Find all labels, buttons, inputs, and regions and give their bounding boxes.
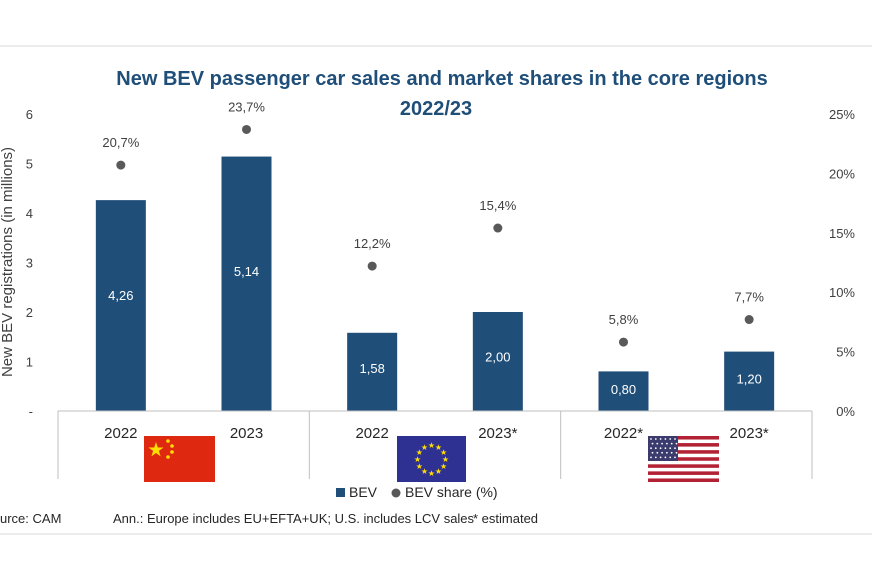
chart-title-line-1: New BEV passenger car sales and market s… (116, 68, 767, 90)
svg-text:★: ★ (435, 443, 442, 452)
y-tick-label: 5 (26, 157, 33, 172)
share-point (116, 160, 126, 170)
x-tick-label: 2022 (104, 425, 137, 442)
y-axis-label: New BEV registrations (in millions) (0, 147, 16, 377)
share-value-label: 7,7% (734, 290, 764, 305)
bar (95, 200, 146, 411)
bar-value-label: 4,26 (108, 288, 133, 303)
share-point (367, 261, 377, 271)
bar (598, 371, 649, 411)
svg-text:★: ★ (416, 462, 423, 471)
y2-tick-label: 10% (829, 285, 855, 300)
y-tick-label: 2 (26, 305, 33, 320)
x-tick-label: 2023* (478, 425, 517, 442)
y2-tick-label: 5% (836, 345, 855, 360)
y-tick-label: - (29, 404, 33, 419)
usa-flag-icon (648, 436, 719, 482)
footer-note: Ann.: Europe includes EU+EFTA+UK; U.S. i… (113, 511, 475, 526)
svg-text:★: ★ (421, 443, 428, 452)
svg-text:★: ★ (435, 467, 442, 476)
legend-share-label: BEV share (%) (405, 484, 498, 500)
bar (347, 332, 398, 411)
legend-bev-swatch (336, 488, 345, 497)
bar-value-label: 1,20 (737, 371, 762, 386)
y2-tick-label: 20% (829, 166, 855, 181)
svg-text:★: ★ (428, 469, 435, 478)
bar-value-label: 5,14 (234, 264, 259, 279)
legend-share-marker (391, 488, 401, 498)
share-series: 20,7% 23,7% 12,2% 15,4% 5,8% 7,7% (102, 99, 764, 347)
legend: BEV BEV share (%) (336, 484, 498, 500)
eu-flag-icon: ★ ★★★★★★★★★★★ (397, 436, 466, 482)
share-value-label: 12,2% (354, 236, 391, 251)
svg-text:★: ★ (440, 462, 447, 471)
category-axis: 2022 2023 2022 2023* 2022* 2023* (57, 410, 813, 479)
bar-value-label: 1,58 (360, 361, 385, 376)
share-point (744, 315, 754, 325)
svg-text:★: ★ (414, 455, 421, 464)
bar (724, 351, 775, 411)
y-axis-ticks: - 1 2 3 4 5 6 (26, 107, 33, 419)
share-point (242, 124, 251, 134)
bar-series: 4,26 5,14 1,58 2,00 0,80 1,20 (95, 156, 775, 411)
share-value-label: 20,7% (102, 135, 139, 150)
y-tick-label: 4 (26, 206, 33, 221)
share-point (619, 337, 628, 347)
share-value-label: 23,7% (228, 99, 265, 114)
y2-tick-label: 25% (829, 107, 855, 122)
y-tick-label: 3 (26, 256, 33, 271)
bar-value-label: 0,80 (611, 382, 636, 397)
y-tick-label: 6 (26, 107, 33, 122)
svg-text:★: ★ (416, 448, 423, 457)
svg-text:★: ★ (428, 441, 435, 450)
footer-estimated: * estimated (473, 511, 538, 526)
x-tick-label: 2022 (355, 425, 388, 442)
y-tick-label: 1 (26, 355, 33, 370)
svg-text:★: ★ (440, 448, 447, 457)
x-tick-label: 2023 (230, 425, 263, 442)
y2-tick-label: 0% (836, 404, 855, 419)
svg-text:★: ★ (442, 455, 449, 464)
share-point (493, 223, 503, 233)
bar-value-label: 2,00 (485, 350, 510, 365)
svg-text:★: ★ (421, 467, 428, 476)
bar (221, 156, 272, 411)
legend-bev-label: BEV (349, 484, 378, 500)
y2-axis-ticks: 0% 5% 10% 15% 20% 25% (829, 107, 855, 419)
y2-tick-label: 15% (829, 226, 855, 241)
footer-source: urce: CAM (0, 511, 61, 526)
x-tick-label: 2023* (730, 425, 769, 442)
share-value-label: 15,4% (479, 198, 516, 213)
bar (472, 312, 523, 411)
x-tick-label: 2022* (604, 425, 643, 442)
china-flag-icon (144, 436, 215, 482)
chart-title-line-2: 2022/23 (400, 98, 472, 120)
share-value-label: 5,8% (609, 312, 639, 327)
